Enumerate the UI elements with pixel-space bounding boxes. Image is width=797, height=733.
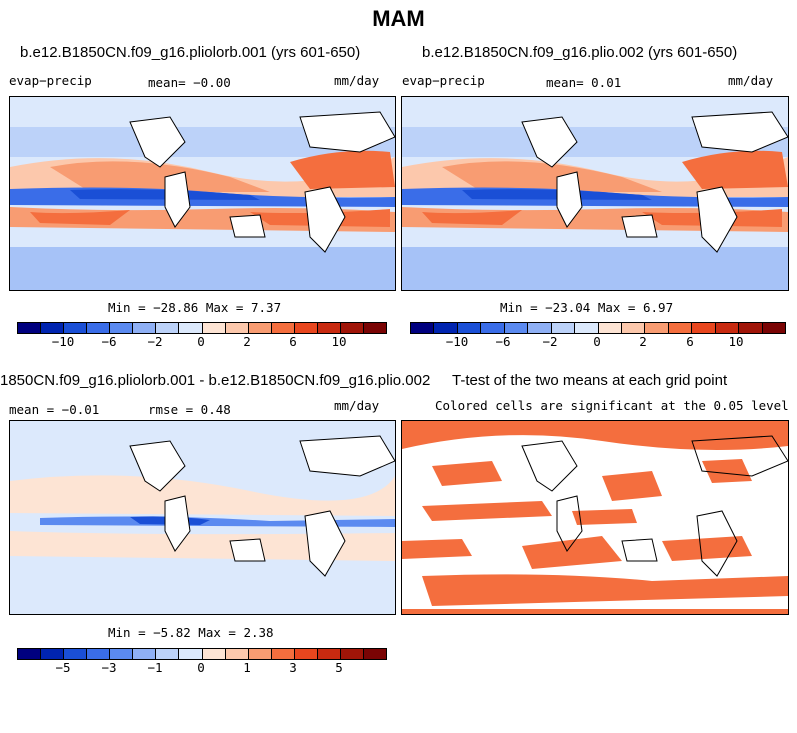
colorbar-swatch [133,323,157,333]
colorbar-3-tick: 1 [243,660,251,675]
colorbar-swatch [762,323,785,333]
colorbar-swatch [481,323,505,333]
colorbar-2-tick: −6 [495,334,511,349]
panel2-map [401,96,789,291]
colorbar-swatch [621,323,646,333]
main-title: MAM [372,6,425,31]
colorbar-2-tick: 10 [728,334,744,349]
colorbar-3-tick: 0 [197,660,205,675]
colorbar-3-tick: −3 [101,660,117,675]
colorbar-swatch [18,649,42,659]
panel2-minmax: Min = −23.04 Max = 6.97 [500,300,674,315]
colorbar-swatch [110,649,134,659]
colorbar-swatch [225,323,249,333]
colorbar-swatch [64,323,88,333]
panel3-map [9,420,396,615]
colorbar-swatch [317,649,341,659]
colorbar-2-tick: 6 [686,334,694,349]
colorbar-swatch [41,649,65,659]
colorbar-2-tick: −10 [445,334,469,349]
colorbar-swatch [715,323,740,333]
panel1-map [9,96,396,291]
colorbar-swatch [133,649,157,659]
colorbar-swatch [87,323,111,333]
colorbar-swatch [739,323,763,333]
colorbar-swatch [225,649,249,659]
colorbar-swatch [363,649,386,659]
panel1-variable: evap−precip [9,73,92,88]
colorbar-3-tick: 3 [289,660,297,675]
colorbar-swatch [598,323,622,333]
colorbar-swatch [363,323,386,333]
colorbar-1-tick: −10 [51,334,75,349]
colorbar-swatch [668,323,693,333]
panel4-map [401,420,789,615]
panel1-minmax: Min = −28.86 Max = 7.37 [108,300,282,315]
colorbar-swatch [692,323,716,333]
colorbar-1 [17,322,387,334]
panel2-title: b.e12.B1850CN.f09_g16.plio.002 (yrs 601-… [422,44,738,61]
colorbar-swatch [202,323,226,333]
panel2-units: mm/day [728,73,774,88]
colorbar-2 [410,322,786,334]
panel4-title: T-test of the two means at each grid poi… [452,372,728,389]
colorbar-swatch [179,649,203,659]
colorbar-swatch [87,649,111,659]
panel3-units: mm/day [334,398,380,413]
colorbar-3-tick: −5 [55,660,71,675]
colorbar-swatch [18,323,42,333]
panel1-title: b.e12.B1850CN.f09_g16.pliolorb.001 (yrs … [20,44,361,61]
panel3-rmse: rmse = 0.48 [148,402,231,417]
panel2-variable: evap−precip [402,73,485,88]
colorbar-1-tick: 0 [197,334,205,349]
panel1-mean: mean= −0.00 [148,75,231,90]
panel3-title: 1850CN.f09_g16.pliolorb.001 - b.e12.B185… [0,372,431,389]
colorbar-swatch [551,323,576,333]
colorbar-swatch [271,323,295,333]
colorbar-swatch [41,323,65,333]
panel3-mean: mean = −0.01 [9,402,100,417]
colorbar-swatch [110,323,134,333]
panel1-units: mm/day [334,73,380,88]
colorbar-swatch [202,649,226,659]
colorbar-3 [17,648,387,660]
colorbar-swatch [64,649,88,659]
colorbar-swatch [645,323,669,333]
colorbar-swatch [434,323,458,333]
colorbar-swatch [248,323,272,333]
colorbar-swatch [294,323,318,333]
colorbar-swatch [457,323,482,333]
colorbar-swatch [156,649,180,659]
colorbar-swatch [248,649,272,659]
colorbar-3-tick: −1 [147,660,163,675]
panel2-mean: mean= 0.01 [546,75,622,90]
colorbar-swatch [411,323,435,333]
colorbar-swatch [504,323,529,333]
colorbar-2-tick: 2 [639,334,647,349]
colorbar-swatch [156,323,180,333]
panel4-subtitle: Colored cells are significant at the 0.0… [435,398,789,413]
colorbar-swatch [340,649,364,659]
colorbar-2-tick: −2 [542,334,558,349]
colorbar-swatch [575,323,599,333]
colorbar-1-tick: 6 [289,334,297,349]
colorbar-1-tick: −2 [147,334,163,349]
panel3-minmax: Min = −5.82 Max = 2.38 [108,625,274,640]
colorbar-swatch [294,649,318,659]
colorbar-2-tick: 0 [593,334,601,349]
colorbar-3-tick: 5 [335,660,343,675]
colorbar-swatch [340,323,364,333]
colorbar-1-tick: −6 [101,334,117,349]
colorbar-swatch [271,649,295,659]
colorbar-1-tick: 2 [243,334,251,349]
colorbar-swatch [179,323,203,333]
colorbar-swatch [528,323,552,333]
colorbar-swatch [317,323,341,333]
colorbar-1-tick: 10 [331,334,347,349]
